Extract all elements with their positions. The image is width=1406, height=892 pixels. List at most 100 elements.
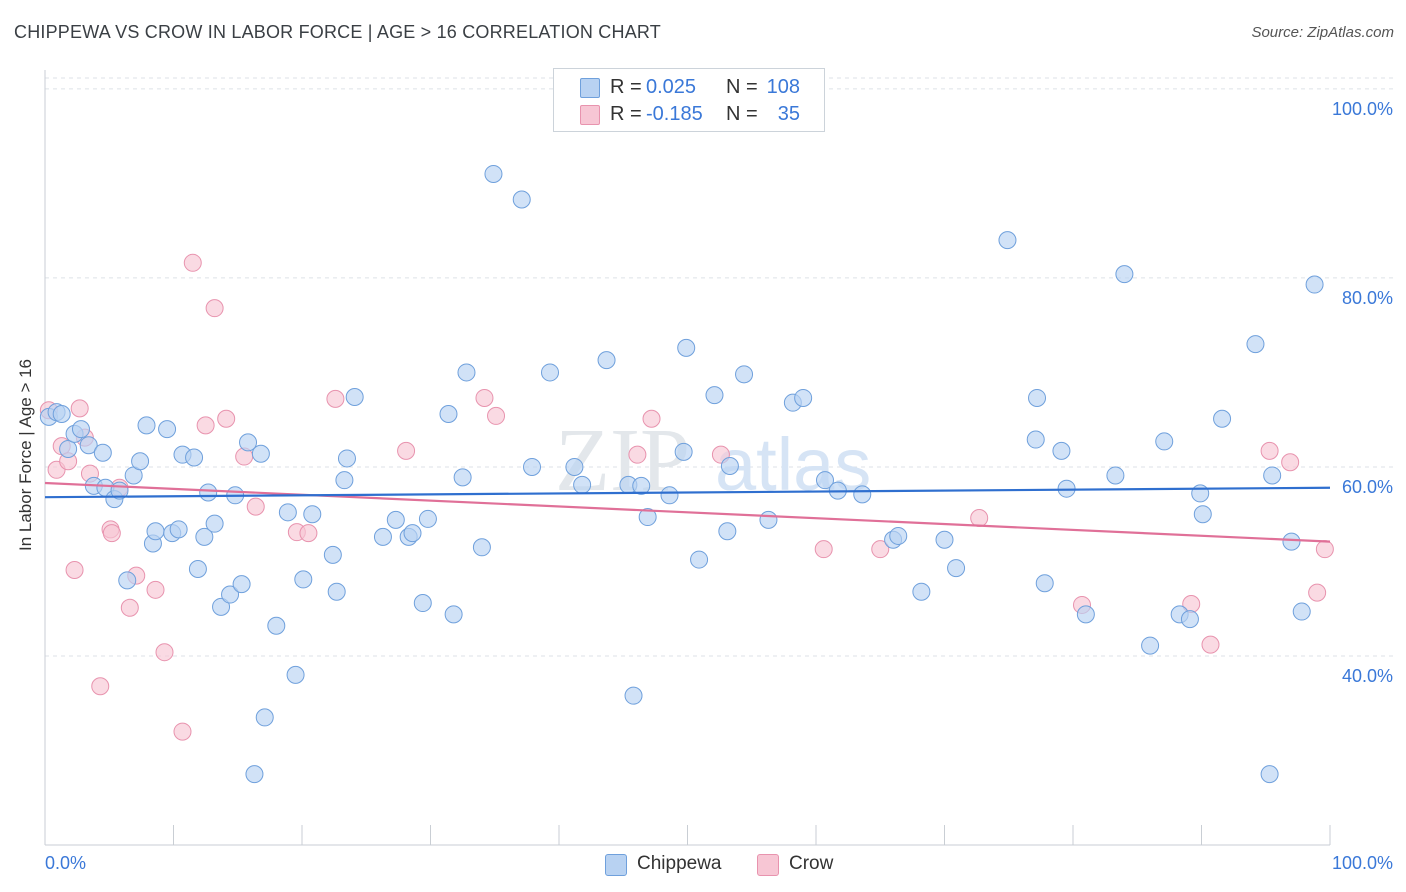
data-point [1035, 574, 1054, 593]
legend-n-label: N = [726, 76, 758, 98]
data-point [1282, 532, 1301, 551]
data-point [155, 643, 174, 662]
data-point [267, 616, 286, 635]
data-point [1263, 466, 1282, 485]
grid-lines [45, 77, 1395, 657]
data-point [71, 420, 90, 439]
data-point [677, 338, 696, 357]
data-point [565, 457, 584, 476]
data-point [705, 386, 724, 405]
data-point [912, 582, 931, 601]
data-point [624, 686, 643, 705]
data-point [660, 486, 679, 505]
data-point [158, 420, 177, 439]
crow-legend-label: Crow [789, 853, 834, 874]
data-point [871, 540, 890, 559]
data-point [1193, 505, 1212, 524]
data-point [1028, 388, 1047, 407]
data-point [418, 509, 437, 528]
data-point [720, 457, 739, 476]
data-point [1191, 484, 1210, 503]
data-point [345, 388, 364, 407]
data-point [205, 514, 224, 533]
data-point [146, 580, 165, 599]
data-point [195, 527, 214, 546]
data-point [453, 468, 472, 487]
data-point [413, 594, 432, 613]
data-point [794, 388, 813, 407]
data-point [221, 585, 240, 604]
data-point [239, 433, 258, 452]
legend-r-value: -0.185 [646, 103, 703, 125]
data-point [403, 524, 422, 543]
data-point [439, 405, 458, 424]
data-point [457, 363, 476, 382]
data-point [205, 299, 224, 318]
chippewa-legend-swatch [605, 854, 627, 876]
data-point [1076, 605, 1095, 624]
data-point [889, 526, 908, 545]
data-point [217, 409, 236, 428]
stats-legend: R = 0.025 N = 108 R = -0.185 N = 35 [553, 68, 825, 132]
data-point [1155, 432, 1174, 451]
data-point [337, 449, 356, 468]
legend-n-value: 35 [777, 103, 800, 125]
data-point [970, 508, 989, 527]
data-point [185, 448, 204, 467]
data-point [294, 570, 313, 589]
data-point [632, 476, 651, 495]
data-point [1315, 540, 1334, 559]
data-point [120, 598, 139, 617]
data-point [597, 351, 616, 370]
data-point [70, 399, 89, 418]
data-point [212, 597, 231, 616]
data-point [814, 540, 833, 559]
legend-n-label: N = [726, 103, 758, 125]
data-point [998, 231, 1017, 250]
data-point [65, 560, 84, 579]
data-point [472, 538, 491, 557]
data-point [245, 765, 264, 784]
y-tick-label: 100.0% [1332, 99, 1393, 119]
y-tick-label: 60.0% [1342, 477, 1393, 497]
data-point [541, 363, 560, 382]
y-tick-label: 40.0% [1342, 666, 1393, 686]
data-point [199, 483, 218, 502]
data-point [93, 443, 112, 462]
data-point [1141, 636, 1160, 655]
data-point [169, 520, 188, 539]
data-point [397, 441, 416, 460]
data-point [246, 497, 265, 516]
data-point [188, 560, 207, 579]
data-point [278, 503, 297, 522]
data-point [1305, 275, 1324, 294]
data-point [327, 582, 346, 601]
data-point [674, 442, 693, 461]
data-point [642, 409, 661, 428]
data-point [735, 365, 754, 384]
chippewa-swatch [580, 78, 600, 98]
x-tick-label: 100.0% [1332, 853, 1393, 873]
axes [44, 70, 1331, 846]
data-point [1106, 466, 1125, 485]
data-point [59, 439, 78, 458]
watermark: ZIP atlas [555, 411, 871, 510]
data-point [1246, 335, 1265, 354]
data-point [512, 190, 531, 209]
data-point [444, 605, 463, 624]
data-point [628, 445, 647, 464]
data-point [137, 416, 156, 435]
y-tick-label: 80.0% [1342, 288, 1393, 308]
data-point [146, 522, 165, 541]
data-point [1281, 453, 1300, 472]
data-point [335, 471, 354, 490]
data-point [251, 444, 270, 463]
crow-legend-swatch [757, 854, 779, 876]
data-point [947, 559, 966, 578]
data-point [1026, 430, 1045, 449]
data-point [102, 524, 121, 543]
data-point [79, 436, 98, 455]
data-point [91, 677, 110, 696]
data-point [475, 388, 494, 407]
